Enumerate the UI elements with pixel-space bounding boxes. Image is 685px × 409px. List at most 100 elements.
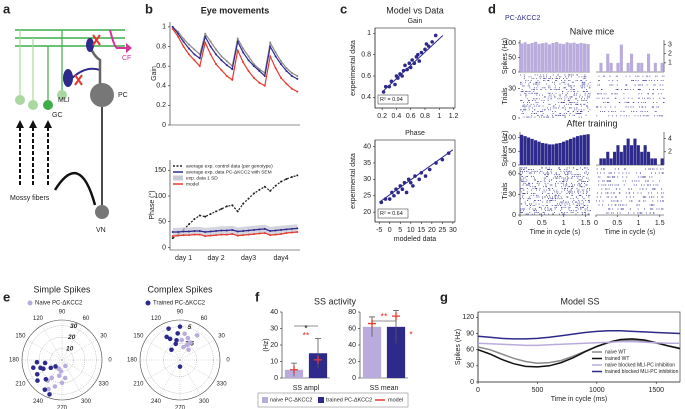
x-tick-label: 0.4 [392, 113, 402, 120]
y-tick-label: 30 [363, 176, 371, 183]
angle-grid [41, 325, 63, 361]
point [280, 233, 283, 236]
diagram-label: VN [96, 227, 106, 234]
diagram-label: Mossy fibers [10, 195, 50, 202]
polar-point [185, 335, 191, 341]
point [416, 52, 420, 57]
y-axis-label: Trials [502, 87, 509, 104]
angle-label: 90 [59, 310, 66, 316]
point [274, 51, 277, 54]
point [236, 230, 239, 233]
point [392, 193, 396, 198]
polar-point [175, 331, 180, 336]
r-grid [50, 348, 74, 372]
histogram-bar [541, 43, 545, 72]
legend-label: naive WT [605, 349, 626, 355]
polar-point [46, 386, 51, 392]
legend-label: Trained PC-ΔKCC2 [153, 301, 206, 307]
point [171, 27, 174, 30]
histogram-bar [647, 151, 651, 165]
point [252, 233, 255, 236]
angle-grid [159, 325, 181, 361]
point [394, 187, 398, 191]
model-marker [290, 365, 298, 374]
x-tick-label: 10 [407, 227, 415, 234]
y-tick-label: 3 [668, 41, 672, 48]
chart-title: Simple Spikes [33, 284, 91, 294]
x-tick-label: 0.5 [537, 220, 547, 227]
point [280, 228, 283, 231]
point [193, 48, 196, 51]
histogram-bar [579, 135, 583, 165]
histogram-bar [523, 42, 527, 72]
y-tick-label: 0 [162, 122, 166, 129]
y-tick-label: 20 [363, 209, 371, 216]
point [171, 25, 174, 28]
histogram-bar [586, 134, 590, 165]
legend-label: naive PC-ΔKCC2 [270, 397, 313, 403]
point [198, 214, 201, 217]
angle-label: 90 [177, 310, 184, 316]
histogram-bar [583, 134, 587, 165]
point [204, 35, 207, 38]
point [187, 53, 190, 56]
polar-point [174, 338, 179, 343]
point [269, 41, 272, 44]
y-axis-label: (Hz) [263, 338, 270, 351]
legend-swatch [173, 175, 183, 181]
point [423, 47, 427, 52]
x-tick-label: 1500 [648, 387, 664, 394]
legend-label: model [388, 397, 403, 403]
histogram-bar [647, 53, 651, 72]
x-tick-label: 0 [518, 220, 522, 227]
x-tick-label: 1 [437, 113, 441, 120]
polar-point [63, 363, 68, 369]
angle-label: 300 [199, 399, 210, 405]
histogram-bar [630, 145, 634, 165]
y-tick-label: 0.4 [156, 83, 166, 90]
chart-title: Eye movements [201, 5, 270, 15]
point [204, 231, 207, 233]
y-tick-label: 0 [512, 212, 516, 219]
point [177, 32, 180, 35]
chart-title: Naive mice [570, 26, 615, 36]
histogram-bar [626, 62, 630, 72]
point [274, 55, 277, 58]
histogram-bar [586, 44, 590, 72]
annotation: R² = 0.94 [380, 97, 403, 103]
point [247, 197, 250, 200]
histogram-bar [619, 151, 623, 165]
point [242, 234, 245, 237]
point [177, 231, 180, 233]
significance: * [409, 329, 413, 339]
point [204, 41, 207, 44]
histogram-bar [640, 151, 644, 165]
point [419, 171, 424, 175]
polar-point [177, 364, 183, 369]
y-tick-label: 30 [466, 363, 474, 370]
point [204, 32, 207, 35]
histogram-bar [626, 138, 630, 165]
histogram-bar [660, 158, 664, 165]
diagram-label: MLI [58, 97, 70, 104]
point [269, 55, 272, 58]
y-tick-label: 80 [348, 309, 356, 316]
histogram-bar [583, 43, 587, 72]
point [269, 229, 272, 232]
point [220, 55, 223, 58]
histogram-bar [576, 136, 580, 165]
y-tick-label: 40 [348, 342, 356, 349]
point [285, 82, 288, 85]
x-tick-label: 0.6 [406, 113, 416, 120]
annotation: R² = 0.64 [380, 211, 403, 217]
point [193, 218, 196, 221]
x-tick-label: 1 [562, 220, 566, 227]
chart-title: Complex Spikes [147, 284, 213, 294]
point [209, 213, 212, 215]
y-axis-label: Spikes (Hz) [502, 38, 509, 74]
series-line [172, 28, 298, 93]
r-tick-label: 20 [67, 334, 76, 341]
angle-label: 180 [9, 358, 20, 364]
polar-point [48, 365, 54, 371]
histogram-bar [551, 42, 555, 72]
